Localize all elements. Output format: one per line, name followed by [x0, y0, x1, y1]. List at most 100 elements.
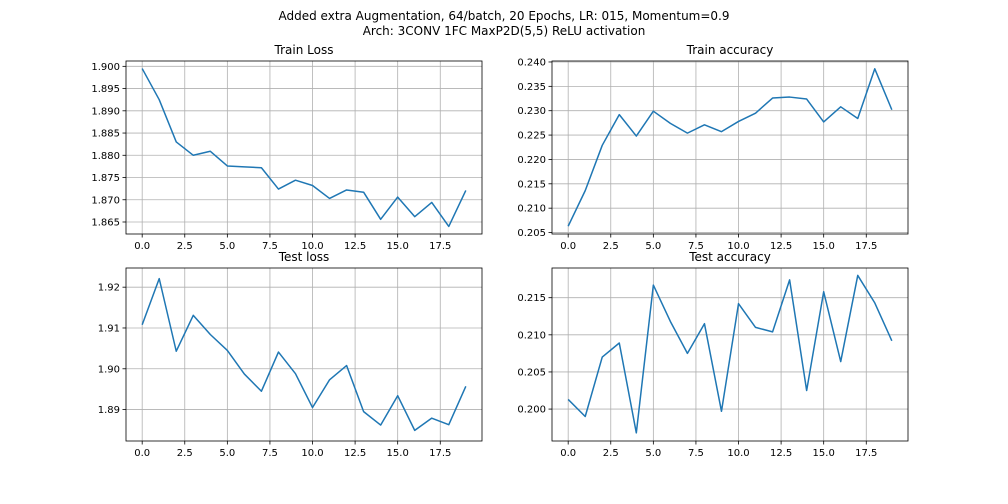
test-loss-x-tick-label: 2.5 [177, 448, 193, 459]
test-accuracy-y-tick-label: 0.200 [517, 405, 546, 416]
train-loss-y-tick-label: 1.875 [91, 173, 120, 184]
train-loss-x-tick-label: 15.0 [387, 241, 409, 252]
test-accuracy-x-tick-label: 17.5 [855, 448, 877, 459]
train-loss-data-point [226, 165, 228, 167]
test-loss-data-point [192, 314, 194, 316]
train-accuracy-y-tick-label: 0.225 [517, 131, 546, 142]
test-accuracy-axes-frame [551, 267, 909, 442]
train-accuracy-series-line [567, 68, 893, 227]
test-loss-data-point [414, 429, 416, 431]
train-accuracy-data-point [584, 189, 586, 191]
train-loss-axes-frame [125, 60, 483, 235]
train-accuracy-x-tick-label: 2.5 [603, 241, 619, 252]
train-loss-data-point [396, 196, 398, 198]
test-loss-x-tick-label: 0.0 [134, 448, 150, 459]
test-accuracy-x-tick-label: 12.5 [770, 448, 792, 459]
train-loss-data-point [379, 218, 381, 220]
train-accuracy-x-tick-label: 12.5 [770, 241, 792, 252]
train-loss-y-tick-label: 1.865 [91, 217, 120, 228]
test-loss-data-point [141, 324, 143, 326]
test-accuracy-x-tick-label: 10.0 [727, 448, 749, 459]
train-loss-data-point [431, 201, 433, 203]
test-accuracy-y-tick-label: 0.210 [517, 330, 546, 341]
train-loss-data-point [209, 150, 211, 152]
test-loss-data-point [362, 410, 364, 412]
test-accuracy-data-point [754, 326, 756, 328]
train-accuracy-data-point [635, 135, 637, 137]
test-loss-x-tick-label: 17.5 [429, 448, 451, 459]
test-loss-data-point [465, 385, 467, 387]
train-accuracy-y-tick-label: 0.220 [517, 155, 546, 166]
train-loss-y-tick-label: 1.900 [91, 62, 120, 73]
train-accuracy-data-point [771, 97, 773, 99]
test-accuracy-data-point [601, 356, 603, 358]
train-accuracy-data-point [840, 106, 842, 108]
train-loss-x-tick-label: 17.5 [429, 241, 451, 252]
test-loss-title: Test loss [278, 250, 330, 264]
train-accuracy-y-tick-label: 0.210 [517, 204, 546, 215]
test-loss-panel: Test loss 0.0 2.5 5.0 7.5 10.0 12.5 15.0 17.5 1.8… [98, 250, 483, 459]
train-accuracy-x-tick-label: 17.5 [855, 241, 877, 252]
train-accuracy-data-point [788, 96, 790, 98]
train-loss-data-point [158, 98, 160, 100]
train-loss-data-point [362, 191, 364, 193]
test-loss-x-tick-label: 7.5 [262, 448, 278, 459]
test-loss-x-tick-label: 15.0 [387, 448, 409, 459]
test-loss-data-point [448, 423, 450, 425]
test-loss-data-point [226, 349, 228, 351]
train-accuracy-y-tick-label: 0.240 [517, 57, 546, 68]
test-accuracy-y-tick-label: 0.205 [517, 367, 546, 378]
test-loss-data-point [209, 333, 211, 335]
test-accuracy-data-point [567, 398, 569, 400]
figure-suptitle-line2: Arch: 3CONV 1FC MaxP2D(5,5) ReLU activat… [363, 24, 646, 38]
train-loss-data-point [345, 189, 347, 191]
test-loss-data-point [294, 372, 296, 374]
train-accuracy-x-tick-label: 0.0 [560, 241, 576, 252]
test-loss-y-tick-label: 1.91 [98, 323, 120, 334]
train-loss-data-point [141, 67, 143, 69]
test-accuracy-x-tick-label: 5.0 [645, 448, 661, 459]
test-accuracy-data-point [822, 291, 824, 293]
test-loss-data-point [328, 379, 330, 381]
test-loss-x-tick-label: 12.5 [344, 448, 366, 459]
test-accuracy-data-point [840, 360, 842, 362]
train-loss-x-tick-label: 2.5 [177, 241, 193, 252]
train-accuracy-x-tick-label: 7.5 [688, 241, 704, 252]
test-loss-x-tick-label: 10.0 [301, 448, 323, 459]
train-loss-data-point [311, 184, 313, 186]
train-loss-data-point [277, 188, 279, 190]
train-accuracy-data-point [703, 124, 705, 126]
train-loss-title: Train Loss [274, 43, 334, 57]
train-loss-data-point [243, 166, 245, 168]
test-accuracy-data-point [771, 331, 773, 333]
train-loss-panel: Train Loss 0.0 2.5 5.0 7.5 10.0 12.5 15.0 17.5 1.… [91, 43, 483, 252]
train-loss-x-tick-label: 10.0 [301, 241, 323, 252]
test-accuracy-x-tick-label: 2.5 [603, 448, 619, 459]
test-loss-y-tick-label: 1.89 [98, 405, 120, 416]
test-accuracy-data-point [737, 302, 739, 304]
train-accuracy-x-tick-label: 10.0 [727, 241, 749, 252]
train-accuracy-data-point [720, 130, 722, 132]
test-accuracy-data-point [805, 389, 807, 391]
train-accuracy-data-point [686, 132, 688, 134]
figure-suptitle-line1: Added extra Augmentation, 64/batch, 20 E… [279, 9, 730, 23]
test-loss-y-tick-label: 1.90 [98, 364, 120, 375]
test-loss-data-point [277, 351, 279, 353]
train-accuracy-y-tick-label: 0.235 [517, 82, 546, 93]
test-loss-data-point [345, 364, 347, 366]
train-loss-data-point [328, 197, 330, 199]
test-accuracy-panel: Test accuracy 0.0 2.5 5.0 7.5 10.0 12.5 15.0 17.… [517, 250, 909, 459]
train-accuracy-data-point [857, 117, 859, 119]
train-loss-data-point [465, 189, 467, 191]
test-loss-data-point [158, 277, 160, 279]
test-accuracy-x-tick-label: 7.5 [688, 448, 704, 459]
train-loss-data-point [175, 141, 177, 143]
test-accuracy-data-point [686, 352, 688, 354]
test-accuracy-x-tick-label: 0.0 [560, 448, 576, 459]
train-accuracy-y-tick-label: 0.215 [517, 179, 546, 190]
train-loss-data-point [260, 167, 262, 169]
test-accuracy-x-tick-label: 15.0 [813, 448, 835, 459]
test-accuracy-data-point [669, 320, 671, 322]
train-accuracy-data-point [737, 120, 739, 122]
